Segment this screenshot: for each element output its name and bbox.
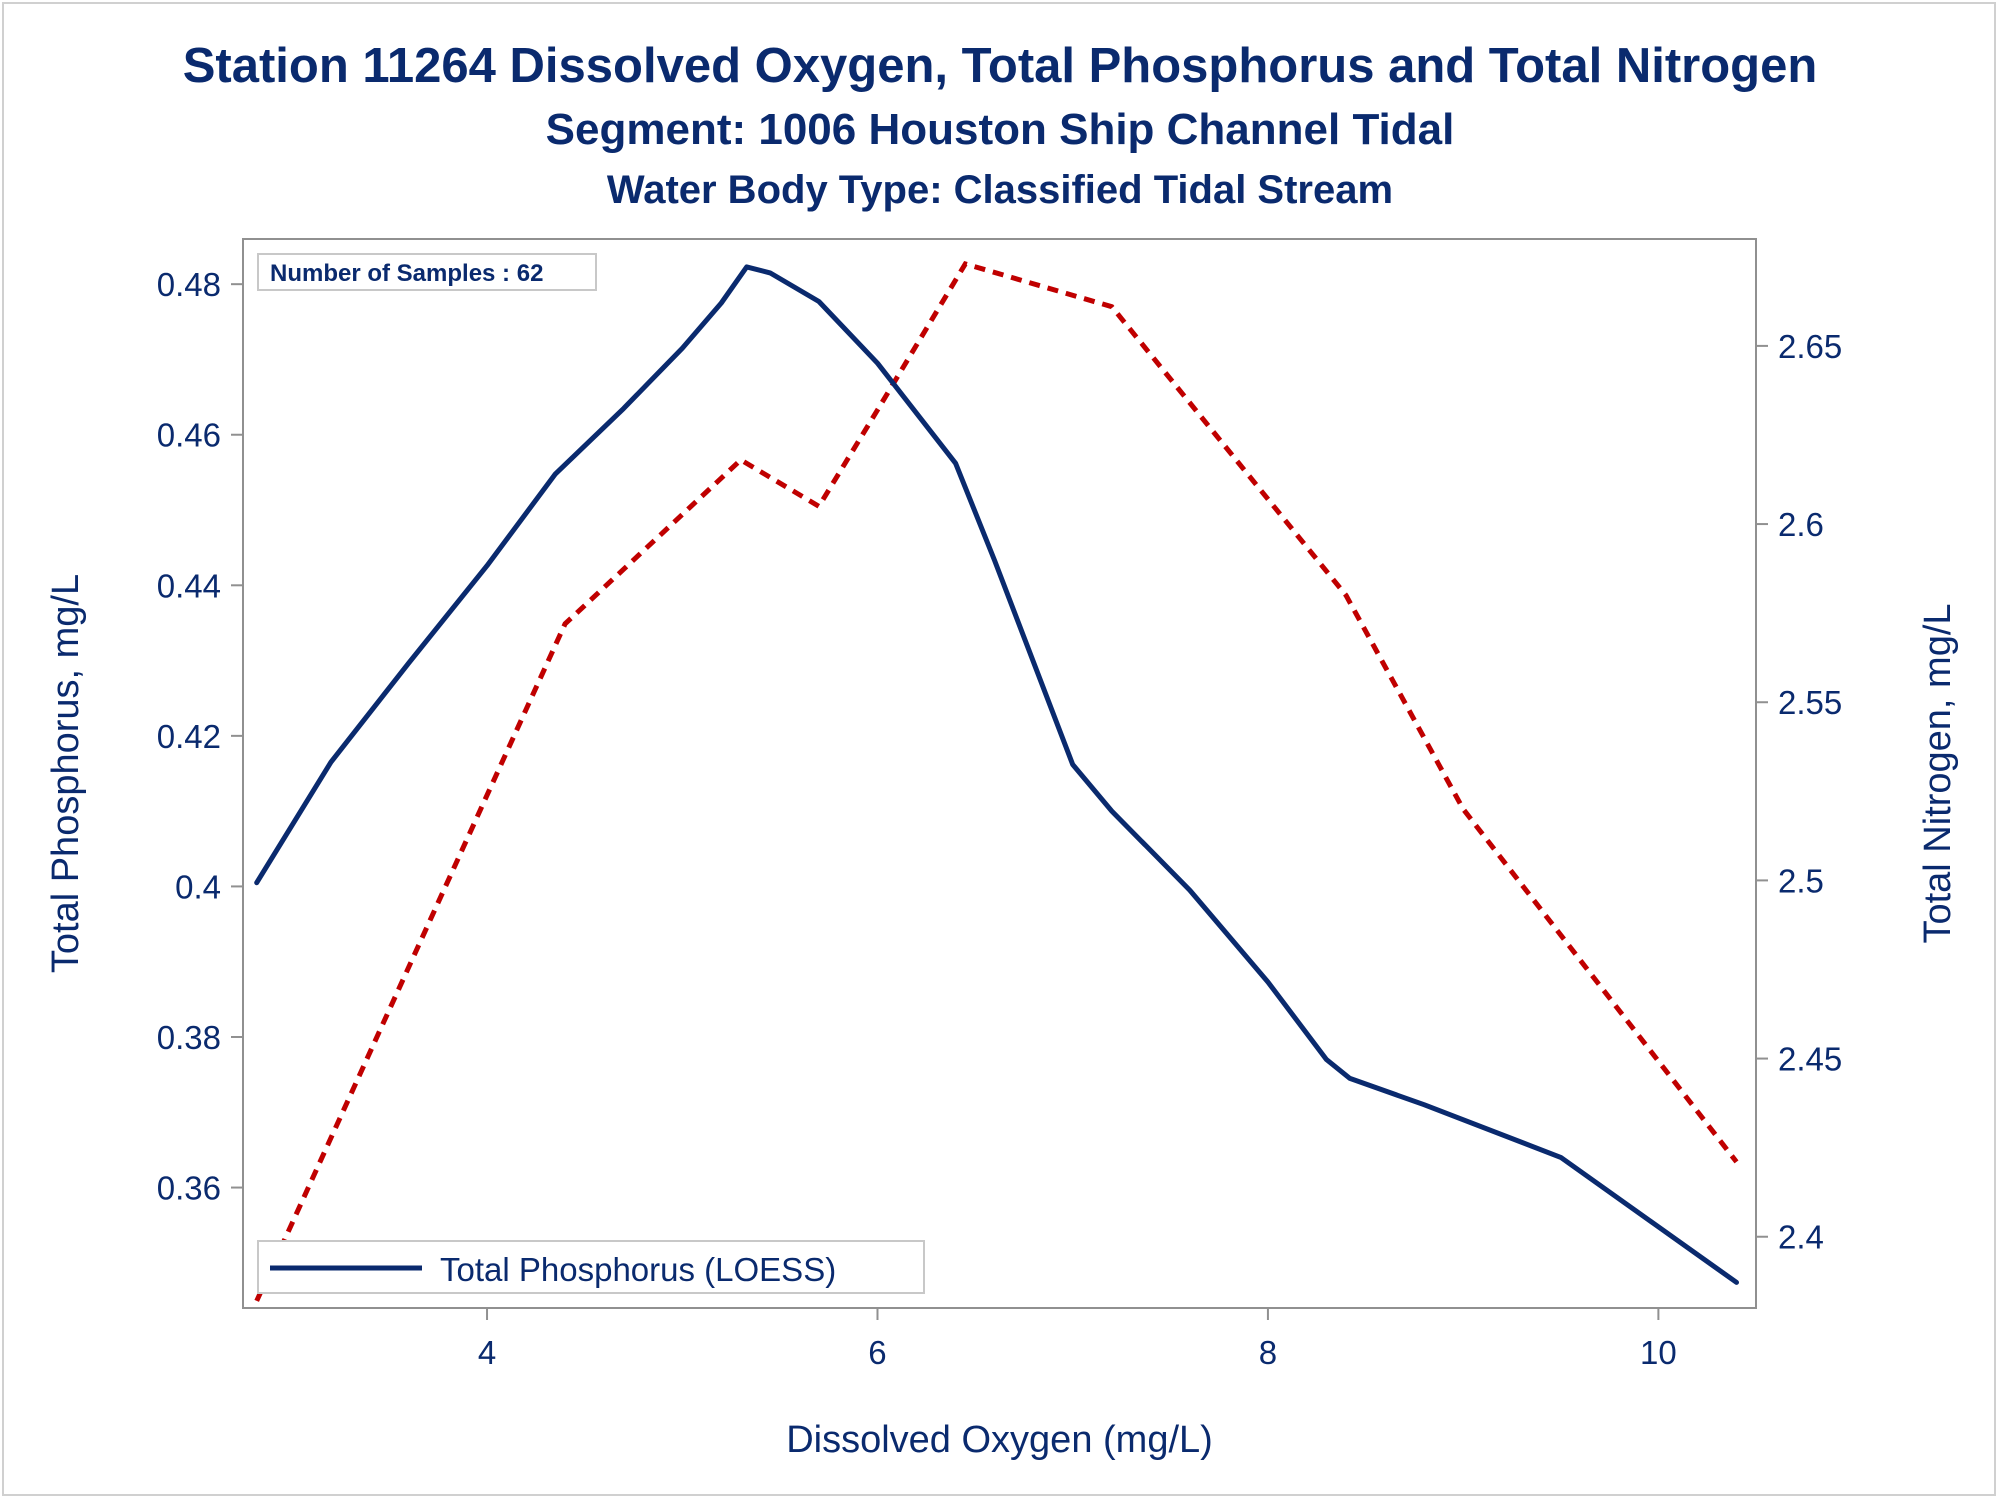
x-tick-label: 4 [478, 1334, 496, 1371]
legend-entry-total-phosphorus: Total Phosphorus (LOESS) [440, 1251, 836, 1288]
chart-subtitle-2: Water Body Type: Classified Tidal Stream [606, 168, 1394, 212]
sample-count-box [257, 253, 597, 291]
y2-tick-label: 2.4 [1778, 1219, 1824, 1256]
y-tick-label: 0.42 [157, 718, 221, 755]
x-axis: 4 6 8 10 [478, 1308, 1677, 1371]
y2-tick-label: 2.65 [1778, 328, 1842, 365]
y-tick-label: 0.48 [157, 266, 221, 303]
sample-count-text: Number of Samples : 62 [270, 260, 543, 287]
y-axis-left-title: Total Phosphorus, mg/L [45, 574, 87, 973]
y-tick-label: 0.44 [157, 567, 221, 604]
y-axis-right-title: Total Nitrogen, mg/L [1917, 603, 1959, 943]
y-tick-label: 0.4 [175, 868, 221, 905]
legend: Total Phosphorus (LOESS) [257, 1240, 925, 1294]
chart-subtitle: Segment: 1006 Houston Ship Channel Tidal [545, 105, 1455, 154]
x-tick-label: 10 [1640, 1334, 1677, 1371]
series-line-total-phosphorus [254, 264, 1739, 1285]
y-tick-label: 0.46 [157, 417, 221, 454]
y2-tick-label: 2.55 [1778, 684, 1842, 721]
chart-title: Station 11264 Dissolved Oxygen, Total Ph… [182, 39, 1818, 93]
y-axis-left: 0.36 0.38 0.4 0.42 0.44 0.46 0.48 [157, 266, 243, 1207]
x-tick-label: 8 [1259, 1334, 1277, 1371]
y-tick-label: 0.38 [157, 1019, 221, 1056]
y2-tick-label: 2.6 [1778, 506, 1824, 543]
x-tick-label: 6 [868, 1334, 886, 1371]
y2-tick-label: 2.45 [1778, 1041, 1842, 1078]
sample-count-inset: Number of Samples : 62 [257, 253, 597, 291]
series-line-total-nitrogen [254, 260, 1739, 1302]
y-tick-label: 0.36 [157, 1170, 221, 1207]
y-axis-right: 2.4 2.45 2.5 2.55 2.6 2.65 [1756, 328, 1842, 1256]
y2-tick-label: 2.5 [1778, 862, 1824, 899]
plot-area [242, 238, 1757, 1309]
x-axis-title: Dissolved Oxygen (mg/L) [786, 1419, 1213, 1461]
